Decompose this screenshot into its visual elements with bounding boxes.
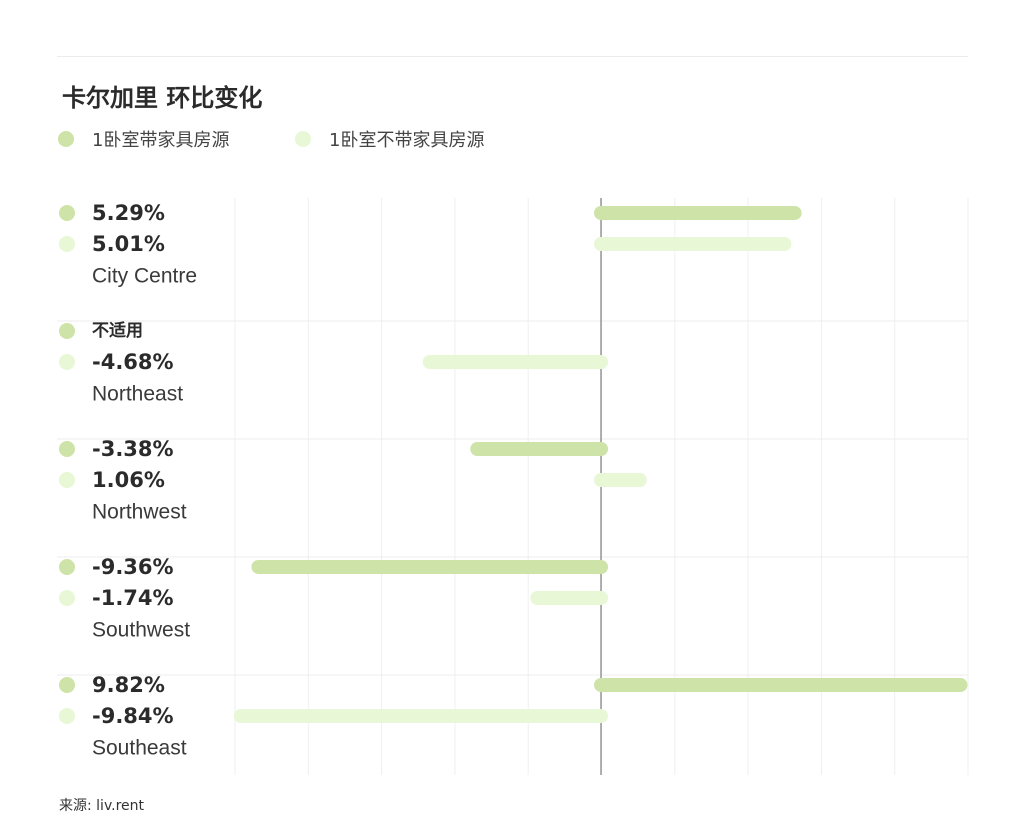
series-dot <box>59 472 75 488</box>
bar <box>422 355 608 369</box>
legend-label-unfurnished: 1卧室不带家具房源 <box>329 130 485 151</box>
legend-dot-unfurnished <box>295 131 311 147</box>
data-label: 9.82% <box>92 673 165 697</box>
bar <box>594 473 647 487</box>
bar <box>530 591 608 605</box>
category-label: City Centre <box>92 265 197 288</box>
series-dot <box>59 354 75 370</box>
legend-item-unfurnished: 1卧室不带家具房源 <box>295 126 484 152</box>
data-label: -3.38% <box>92 437 174 461</box>
data-label: 5.29% <box>92 201 165 225</box>
data-label: 5.01% <box>92 232 165 256</box>
bar <box>233 709 608 723</box>
bar <box>594 206 802 220</box>
chart-title: 卡尔加里 环比变化 <box>62 84 263 112</box>
series-dot <box>59 559 75 575</box>
legend-dot-furnished <box>58 131 74 147</box>
bar <box>251 560 608 574</box>
legend-item-furnished: 1卧室带家具房源 <box>58 126 229 152</box>
category-label: Southeast <box>92 737 187 760</box>
category-label: Northeast <box>92 383 183 406</box>
bar <box>594 678 968 692</box>
data-label: 1.06% <box>92 468 165 492</box>
series-dot <box>59 205 75 221</box>
data-label: 不适用 <box>92 321 143 341</box>
series-dot <box>59 236 75 252</box>
bar <box>594 237 792 251</box>
data-label: -4.68% <box>92 350 174 374</box>
data-label: -9.84% <box>92 704 174 728</box>
category-label: Southwest <box>92 619 190 642</box>
series-dot <box>59 323 75 339</box>
source-note: 来源: liv.rent <box>59 798 145 814</box>
bar <box>470 442 608 456</box>
data-label: -1.74% <box>92 586 174 610</box>
data-label: -9.36% <box>92 555 174 579</box>
category-label: Northwest <box>92 501 187 524</box>
series-dot <box>59 708 75 724</box>
series-dot <box>59 677 75 693</box>
series-dot <box>59 590 75 606</box>
top-divider <box>57 56 968 57</box>
series-dot <box>59 441 75 457</box>
legend-label-furnished: 1卧室带家具房源 <box>92 130 230 151</box>
